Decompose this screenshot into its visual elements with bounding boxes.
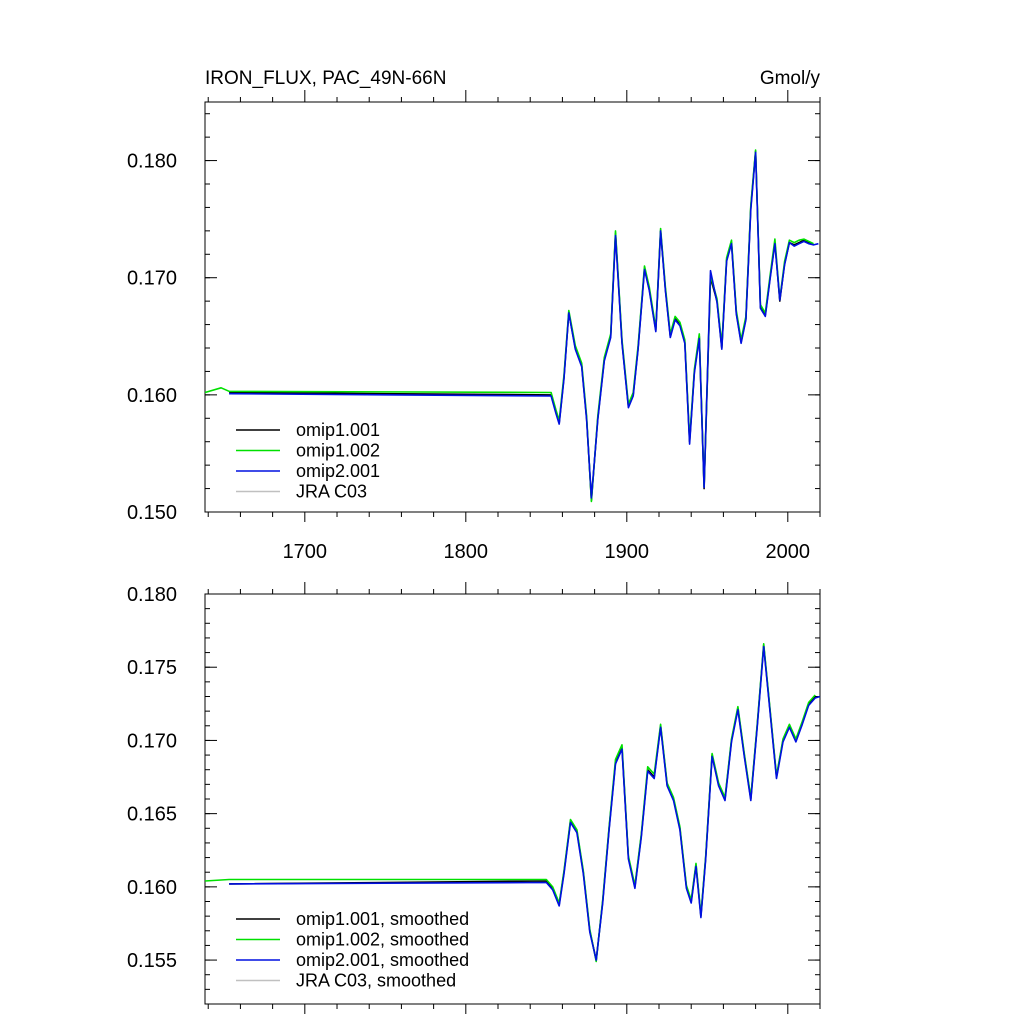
y-tick-label: 0.165 (127, 804, 177, 826)
y-tick-label: 0.180 (127, 151, 177, 173)
y-tick-label: 0.160 (127, 385, 177, 407)
y-tick-label: 0.175 (127, 657, 177, 679)
plot-frame (204, 101, 821, 513)
y-tick-label: 0.150 (127, 502, 177, 524)
legend-label: omip1.002 (296, 441, 380, 461)
x-tick-label: 2000 (766, 541, 811, 563)
y-axis-tick-labels: 0.155 0.160 0.165 0.170 0.175 0.180 (127, 584, 177, 972)
series-lines (204, 642, 821, 963)
legend-label: omip2.001, smoothed (296, 950, 469, 970)
chart-panel-smoothed: 0.155 0.160 0.165 0.170 0.175 0.180 omip1.001… (127, 582, 821, 1014)
y-tick-label: 0.160 (127, 877, 177, 899)
axis-ticks (205, 582, 821, 1014)
y-tick-label: 0.155 (127, 950, 177, 972)
x-tick-label: 1700 (283, 541, 328, 563)
y-tick-label: 0.170 (127, 268, 177, 290)
units-label: Gmol/y (760, 68, 821, 89)
series-line-2 (229, 645, 821, 961)
legend-label: omip1.001 (296, 420, 380, 440)
legend-label: JRA C03, smoothed (296, 971, 456, 991)
series-line-2 (229, 151, 819, 499)
series-lines (204, 149, 819, 503)
legend-label: omip1.002, smoothed (296, 930, 469, 950)
y-tick-label: 0.180 (127, 584, 177, 606)
axis-ticks (205, 90, 821, 522)
x-tick-label: 1900 (605, 541, 650, 563)
y-tick-label: 0.170 (127, 730, 177, 752)
legend-label: omip1.001, smoothed (296, 909, 469, 929)
chart-title: IRON_FLUX, PAC_49N-66N (205, 68, 446, 89)
x-axis-tick-labels: 1700 1800 1900 2000 (283, 541, 810, 563)
legend-label: JRA C03 (296, 482, 367, 502)
y-axis-tick-labels: 0.150 0.160 0.170 0.180 (127, 151, 177, 524)
legend-label: omip2.001 (296, 461, 380, 481)
x-tick-label: 1800 (444, 541, 489, 563)
chart-panel-raw: IRON_FLUX, PAC_49N-66N Gmol/y 0.150 0.160… (127, 68, 821, 563)
